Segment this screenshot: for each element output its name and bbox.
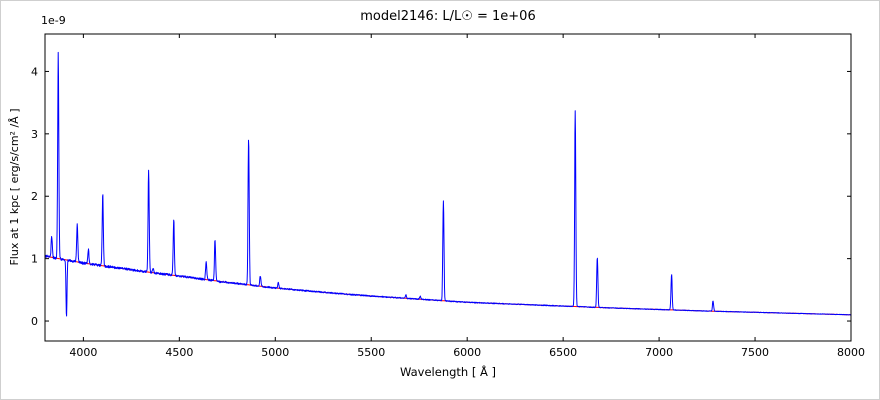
x-tick-label: 7000 xyxy=(645,346,673,359)
continuum-line xyxy=(45,255,851,316)
spectrum-line xyxy=(45,51,851,317)
x-tick-label: 6500 xyxy=(549,346,577,359)
x-tick-label: 5000 xyxy=(261,346,289,359)
y-axis-offset-label: 1e-9 xyxy=(41,14,66,27)
x-tick-label: 6000 xyxy=(453,346,481,359)
x-tick-label: 4000 xyxy=(69,346,97,359)
y-tick-label: 2 xyxy=(31,190,38,203)
axes-frame xyxy=(44,33,852,342)
chart-title: model2146: L/L☉ = 1e+06 xyxy=(360,9,536,24)
x-tick-label: 5500 xyxy=(357,346,385,359)
x-axis-label: Wavelength [ Å ] xyxy=(399,365,497,379)
x-tick-label: 4500 xyxy=(165,346,193,359)
x-tick-label: 7500 xyxy=(741,346,769,359)
x-tick-label: 8000 xyxy=(837,346,865,359)
y-tick-label: 0 xyxy=(31,315,38,328)
y-tick-label: 3 xyxy=(31,128,38,141)
y-axis-label: Flux at 1 kpc [ erg/s/cm² /Å ] xyxy=(8,108,21,266)
y-tick-label: 4 xyxy=(31,65,38,78)
y-tick-label: 1 xyxy=(31,253,38,266)
